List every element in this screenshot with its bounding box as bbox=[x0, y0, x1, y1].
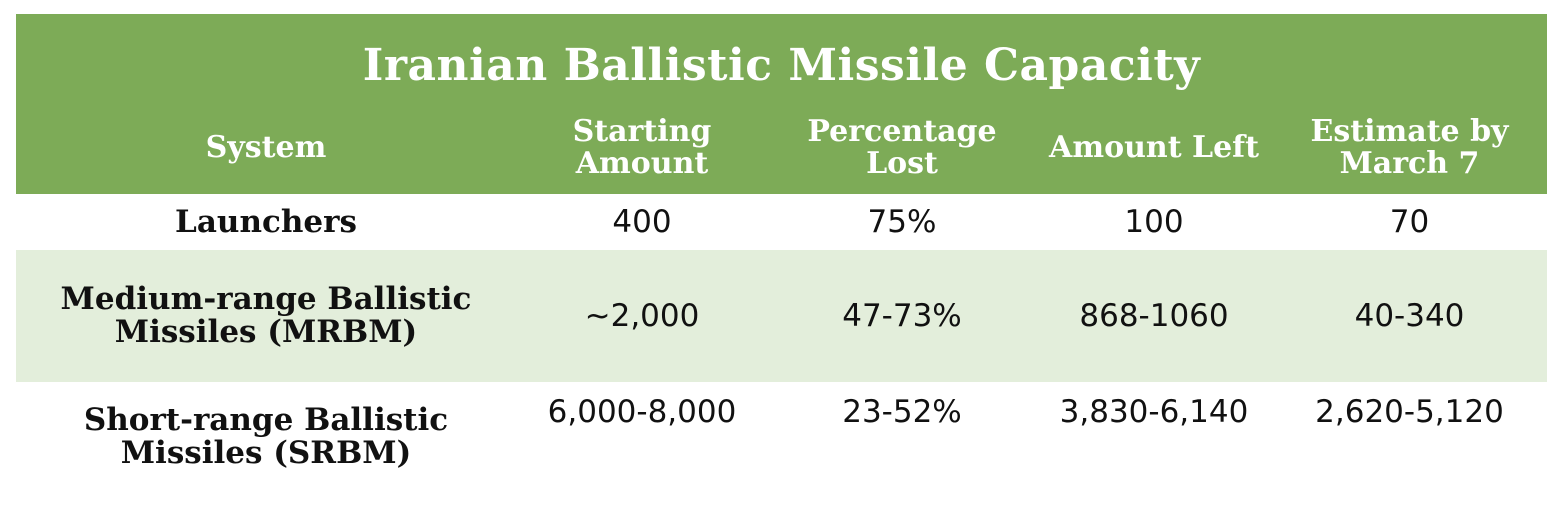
percentage-lost-cell: 75% bbox=[867, 204, 937, 240]
amount-left-cell: 868-1060 bbox=[1079, 298, 1229, 334]
table-header: Iranian Ballistic Missile Capacity Syste… bbox=[16, 14, 1547, 194]
system-cell: Short-range Ballistic Missiles (SRBM) bbox=[16, 382, 516, 488]
column-header-percentage-lost: Percentage Lost bbox=[807, 114, 997, 181]
column-header-row: System Starting Amount Percentage Lost A… bbox=[16, 114, 1547, 182]
column-header-system: System bbox=[205, 130, 327, 165]
estimate-cell: 40-340 bbox=[1354, 298, 1465, 334]
table-row-launchers: Launchers 400 75% 100 70 bbox=[16, 194, 1547, 250]
percentage-lost-cell: 47-73% bbox=[842, 298, 962, 334]
starting-amount-cell: 400 bbox=[612, 204, 672, 240]
amount-left-cell: 100 bbox=[1124, 204, 1184, 240]
table-row-mrbm: Medium-range Ballistic Missiles (MRBM) ~… bbox=[16, 250, 1547, 382]
table-title: Iranian Ballistic Missile Capacity bbox=[362, 40, 1201, 91]
amount-left-cell: 3,830-6,140 bbox=[1059, 394, 1249, 430]
column-header-estimate-march-7: Estimate by March 7 bbox=[1310, 114, 1509, 181]
missile-capacity-table: Iranian Ballistic Missile Capacity Syste… bbox=[16, 14, 1547, 488]
percentage-lost-cell: 23-52% bbox=[842, 394, 962, 430]
table-row-srbm: Short-range Ballistic Missiles (SRBM) 6,… bbox=[16, 382, 1547, 488]
system-cell: Medium-range Ballistic Missiles (MRBM) bbox=[16, 250, 516, 382]
starting-amount-cell: 6,000-8,000 bbox=[547, 394, 737, 430]
column-header-amount-left: Amount Left bbox=[1049, 130, 1259, 165]
starting-amount-cell: ~2,000 bbox=[584, 298, 700, 334]
estimate-cell: 2,620-5,120 bbox=[1315, 394, 1504, 430]
column-header-starting-amount: Starting Amount bbox=[572, 114, 712, 181]
system-cell: Launchers bbox=[175, 203, 357, 240]
system-label: Medium-range Ballistic Missiles (MRBM) bbox=[60, 281, 472, 350]
estimate-cell: 70 bbox=[1389, 204, 1430, 240]
system-label: Short-range Ballistic Missiles (SRBM) bbox=[83, 402, 449, 471]
